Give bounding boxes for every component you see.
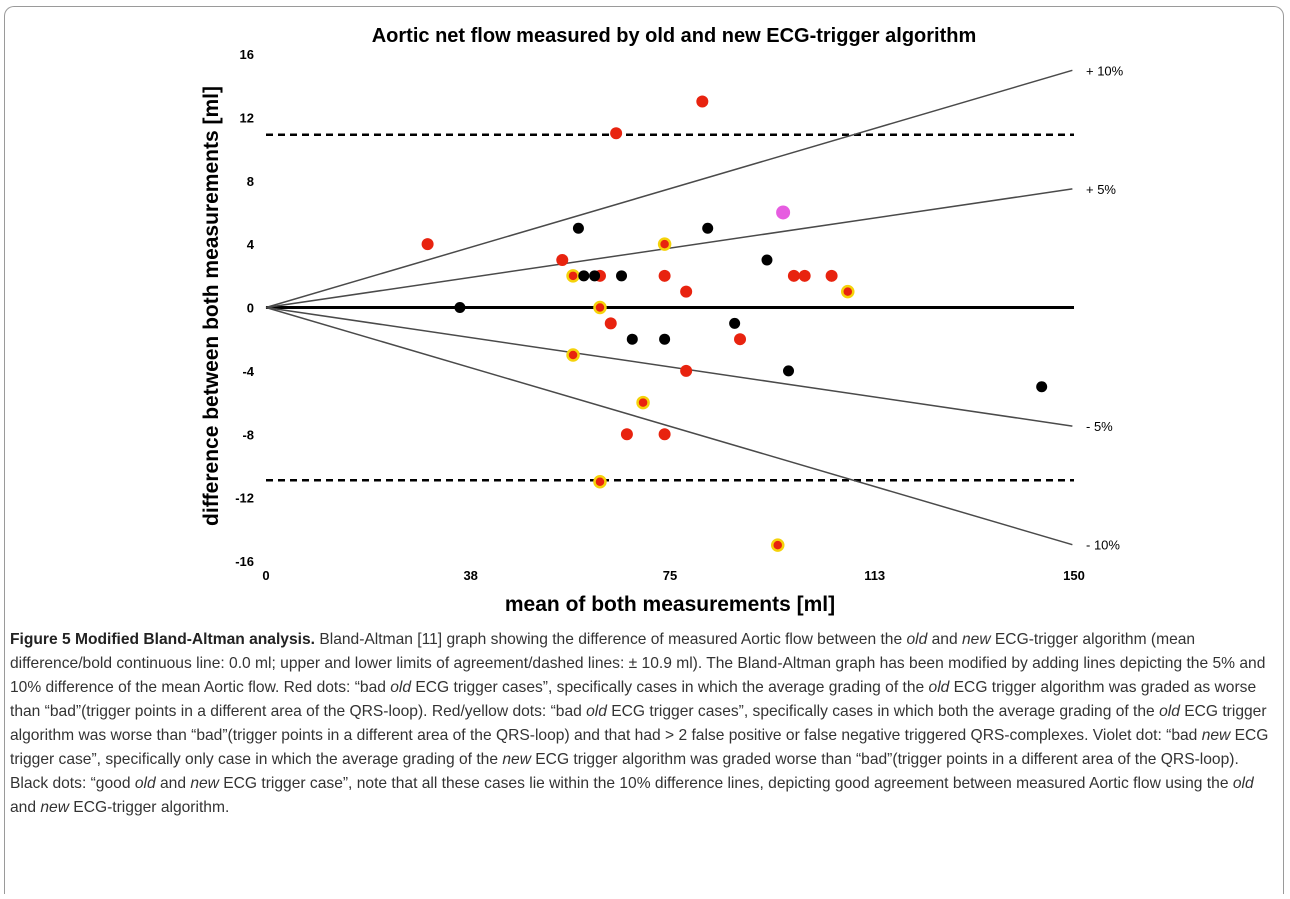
caption-text: and xyxy=(10,799,41,816)
red-dot xyxy=(680,285,693,298)
black-dot xyxy=(729,317,741,329)
caption-text: ECG trigger cases”, specifically cases i… xyxy=(606,703,1160,720)
caption-term: new xyxy=(40,799,69,816)
caption-text: ECG trigger case”, note that all these c… xyxy=(218,775,1233,792)
y-tick-label: 12 xyxy=(240,110,254,125)
red-dot xyxy=(734,333,747,346)
x-tick-label: 150 xyxy=(1063,568,1085,583)
red-yellow-dot xyxy=(770,538,785,552)
percent-difference-line xyxy=(265,306,1073,427)
x-tick-label: 0 xyxy=(262,568,269,583)
red-dot xyxy=(658,428,671,441)
x-axis-label: mean of both measurements [ml] xyxy=(505,593,835,616)
red-yellow-dot xyxy=(593,475,607,489)
caption-term: old xyxy=(906,631,928,648)
red-yellow-dot xyxy=(593,300,607,315)
x-tick-label: 38 xyxy=(463,568,477,583)
data-points xyxy=(421,95,1048,552)
y-axis-label: difference between both measurements [ml… xyxy=(200,86,223,526)
caption-term: new xyxy=(961,631,991,648)
caption-text: ECG trigger algorithm was graded as wors… xyxy=(10,679,1257,720)
caption-term: old xyxy=(134,775,156,792)
black-dot xyxy=(761,254,773,266)
percent-line-label: - 5% xyxy=(1086,419,1113,434)
black-dot xyxy=(702,222,714,234)
reference-lines: + 10% + 5% - 5% - 10% xyxy=(265,63,1124,553)
caption-text: ECG trigger algorithm was graded worse t… xyxy=(10,751,1239,792)
y-tick-label: -4 xyxy=(242,364,254,379)
red-yellow-dot xyxy=(566,269,580,283)
caption-text: ECG-trigger algorithm. xyxy=(68,799,230,816)
black-dot xyxy=(783,365,795,377)
y-tick-label: 4 xyxy=(247,237,255,252)
caption-text: Bland-Altman [11] graph showing the diff… xyxy=(315,631,907,648)
caption-term: old xyxy=(1232,775,1254,792)
red-dot xyxy=(696,95,709,108)
percent-difference-line xyxy=(265,306,1073,546)
red-dot xyxy=(825,269,838,282)
y-tick-label: 8 xyxy=(247,174,254,189)
chart-title: Aortic net flow measured by old and new … xyxy=(372,25,977,47)
black-dot xyxy=(626,333,638,345)
red-dot xyxy=(556,253,569,266)
black-dot xyxy=(659,333,671,345)
caption-term: old xyxy=(1159,703,1180,720)
red-yellow-dot xyxy=(657,237,672,251)
red-yellow-dot xyxy=(841,284,855,299)
figure-frame xyxy=(4,6,1284,894)
y-tick-label: 0 xyxy=(247,301,254,316)
black-dot xyxy=(572,222,584,234)
red-dot xyxy=(620,428,633,441)
red-dot xyxy=(610,127,623,140)
red-dot xyxy=(798,269,811,282)
red-dot xyxy=(658,269,671,282)
red-yellow-dot xyxy=(566,348,580,362)
caption-term: new xyxy=(1201,727,1231,744)
y-tick-label: -12 xyxy=(235,491,254,506)
red-dot xyxy=(604,317,617,330)
y-tick-label: -16 xyxy=(235,554,254,569)
red-yellow-dot xyxy=(636,395,650,410)
x-tick-label: 113 xyxy=(864,568,885,583)
black-dot xyxy=(616,270,628,282)
caption-text: ECG trigger cases”, specifically cases i… xyxy=(411,679,929,696)
red-dot xyxy=(421,238,434,251)
caption-term: new xyxy=(502,751,531,768)
violet-dot xyxy=(776,205,791,220)
black-dot xyxy=(454,302,466,313)
caption-text: ECG trigger algorithm was worse than “ba… xyxy=(10,703,1267,744)
red-dot xyxy=(787,269,800,282)
tick-labels: 16 12 8 4 0 -4 -8 -12 -16 0 38 75 113 150 xyxy=(235,47,1085,583)
percent-line-label: + 10% xyxy=(1086,63,1124,78)
caption-term: old xyxy=(928,679,950,696)
caption-text: and xyxy=(927,631,962,648)
caption-term: new xyxy=(190,775,219,792)
black-dot xyxy=(589,270,601,282)
figure-caption: Figure 5 Modified Bland-Altman analysis.… xyxy=(10,628,1276,820)
y-tick-label: -8 xyxy=(242,427,254,442)
black-dot xyxy=(1036,381,1048,393)
percent-difference-line xyxy=(265,69,1073,309)
caption-term: old xyxy=(390,679,412,696)
bland-altman-chart: Aortic net flow measured by old and new … xyxy=(200,25,1124,616)
red-dot xyxy=(680,364,693,377)
caption-title: Figure 5 Modified Bland-Altman analysis. xyxy=(10,631,315,648)
black-dot xyxy=(578,270,590,282)
caption-text: ECG trigger case”, specifically only cas… xyxy=(10,727,1269,768)
percent-line-label: - 10% xyxy=(1086,538,1120,553)
caption-text: ECG-trigger algorithm (mean difference/b… xyxy=(10,631,1266,696)
percent-line-label: + 5% xyxy=(1086,182,1116,197)
y-tick-label: 16 xyxy=(240,47,254,62)
caption-term: old xyxy=(586,703,607,720)
x-tick-label: 75 xyxy=(663,568,677,583)
caption-text: and xyxy=(155,775,191,792)
